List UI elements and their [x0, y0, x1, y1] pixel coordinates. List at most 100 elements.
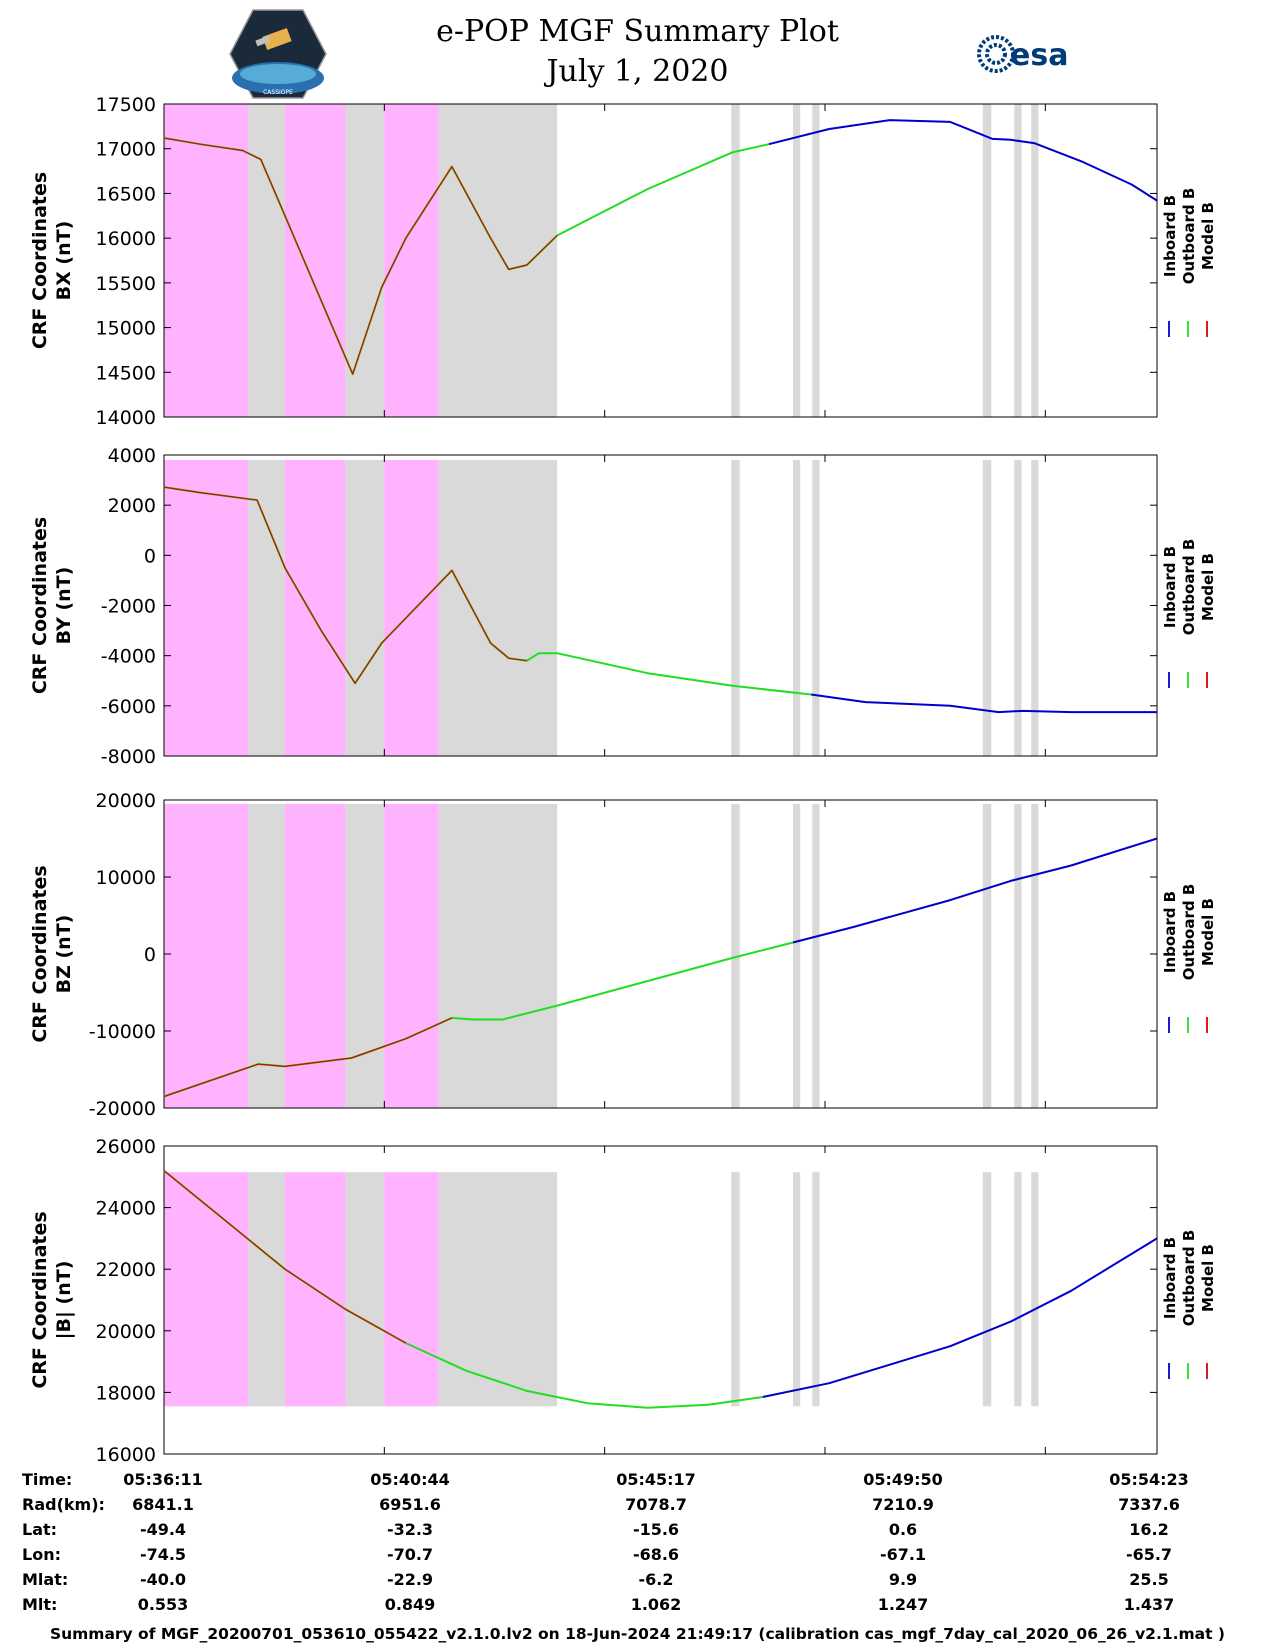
pink-band: [284, 104, 346, 417]
y-tick-label: 22000: [96, 1259, 156, 1281]
col1-time: 05:36:11: [123, 1470, 203, 1489]
grey-band: [731, 460, 740, 756]
grey-band: [792, 104, 801, 417]
legend-label: Inboard B: [1161, 1237, 1179, 1319]
legend-label: Model B: [1199, 202, 1217, 270]
summary-caption: Summary of MGF_20200701_053610_055422_v2…: [49, 1625, 1226, 1643]
esa-logo: esa: [977, 35, 1068, 73]
axes-frame: [163, 1145, 1158, 1455]
y-tick-label: 15500: [96, 273, 156, 295]
y-tick-label: 15000: [96, 318, 156, 340]
y-tick-label: 20000: [96, 790, 156, 812]
grey-band: [812, 460, 820, 756]
pink-band: [164, 1172, 249, 1407]
grey-band: [248, 104, 285, 417]
y-tick-label: -10000: [89, 1021, 156, 1043]
label-mlt: Mlt:: [22, 1595, 58, 1614]
col5-mlt: 1.437: [1123, 1595, 1175, 1614]
col3-time: 05:45:17: [616, 1470, 696, 1489]
y-tick-label: 18000: [96, 1382, 156, 1404]
legend-label: Outboard B: [1180, 1230, 1198, 1327]
y-axis-label: CRF Coordinates: [29, 865, 51, 1042]
grey-band: [982, 803, 992, 1108]
legend-label: Outboard B: [1180, 188, 1198, 285]
panel-1: 17500 17000 16500 16000 15500 15000 14500 14000…: [29, 94, 1217, 429]
grey-band: [345, 460, 385, 756]
col3-mlt: 1.062: [630, 1595, 682, 1614]
y-tick-label: 10000: [96, 867, 156, 889]
pink-band: [164, 104, 249, 417]
y-tick-label: 16000: [96, 1444, 156, 1466]
col5-lat: 16.2: [1129, 1520, 1169, 1539]
series-model: [163, 1017, 453, 1098]
col1-mlat: -40.0: [139, 1570, 187, 1589]
y-tick-label: 17500: [96, 94, 156, 116]
col5-lon: -65.7: [1125, 1545, 1173, 1564]
grey-band: [731, 104, 740, 417]
col2-lat: -32.3: [386, 1520, 434, 1539]
grey-band: [438, 1172, 558, 1407]
col4-lon: -67.1: [879, 1545, 927, 1564]
col3-lon: -68.6: [632, 1545, 680, 1564]
grey-band: [812, 803, 820, 1108]
col3-mlat: -6.2: [638, 1570, 674, 1589]
col4-lat: 0.6: [888, 1520, 918, 1539]
grey-band: [248, 460, 285, 756]
pink-band: [164, 460, 249, 756]
legend-label: Outboard B: [1180, 884, 1198, 981]
series-inboard: [762, 1237, 1158, 1398]
col5-rad: 7337.6: [1118, 1495, 1180, 1514]
pink-band: [384, 1172, 439, 1407]
legend-label: Inboard B: [1161, 546, 1179, 628]
y-axis-label: CRF Coordinates: [29, 517, 51, 694]
y-tick-label: 20000: [96, 1321, 156, 1343]
y-tick-label: 0: [144, 545, 156, 567]
y-axis-label: CRF Coordinates: [29, 172, 51, 349]
col4-rad: 7210.9: [872, 1495, 934, 1514]
pink-band: [164, 803, 249, 1108]
col4-time: 05:49:50: [863, 1470, 943, 1489]
y-tick-label: 4000: [108, 445, 156, 467]
y-axis-label: CRF Coordinates: [29, 1211, 51, 1388]
grey-band: [812, 1172, 820, 1407]
grey-band: [1014, 803, 1022, 1108]
grey-band: [438, 460, 558, 756]
pink-band: [384, 803, 439, 1108]
grey-band: [1014, 104, 1022, 417]
series-model: [163, 486, 527, 684]
y-tick-label: 26000: [96, 1136, 156, 1158]
legend-label: Model B: [1199, 898, 1217, 966]
col2-mlt: 0.849: [384, 1595, 436, 1614]
y-tick-label: 2000: [108, 495, 156, 517]
y-tick-label: 24000: [96, 1198, 156, 1220]
y-tick-label: -4000: [101, 646, 156, 668]
label-lat: Lat:: [22, 1520, 58, 1539]
y-tick-label: -2000: [101, 596, 156, 618]
grey-band: [1014, 460, 1022, 756]
plot-title: e-POP MGF Summary Plot: [436, 14, 839, 49]
y-tick-label: 16500: [96, 183, 156, 205]
y-axis-label: BX (nT): [53, 221, 75, 301]
label-radius: Rad(km):: [22, 1495, 105, 1514]
y-tick-label: 16000: [96, 228, 156, 250]
legend-label: Outboard B: [1180, 539, 1198, 636]
pink-band: [284, 803, 346, 1108]
grey-band: [982, 460, 992, 756]
col2-time: 05:40:44: [370, 1470, 450, 1489]
col1-lon: -74.5: [139, 1545, 187, 1564]
grey-band: [792, 460, 801, 756]
grey-band: [345, 803, 385, 1108]
cassiope-logo: CASSIOPE: [229, 9, 327, 99]
grey-band: [1031, 803, 1039, 1108]
series-inboard: [792, 837, 1158, 944]
grey-band: [731, 1172, 740, 1407]
col3-lat: -15.6: [632, 1520, 680, 1539]
y-tick-label: 14000: [96, 407, 156, 429]
col1-lat: -49.4: [139, 1520, 187, 1539]
col5-mlat: 25.5: [1129, 1570, 1169, 1589]
panel-4: 26000 24000 22000 20000 18000 16000 CRF Coordi…: [29, 1136, 1217, 1466]
series-inboard: [810, 693, 1157, 714]
y-axis-label: |B| (nT): [53, 1261, 75, 1340]
grey-band: [248, 803, 285, 1108]
